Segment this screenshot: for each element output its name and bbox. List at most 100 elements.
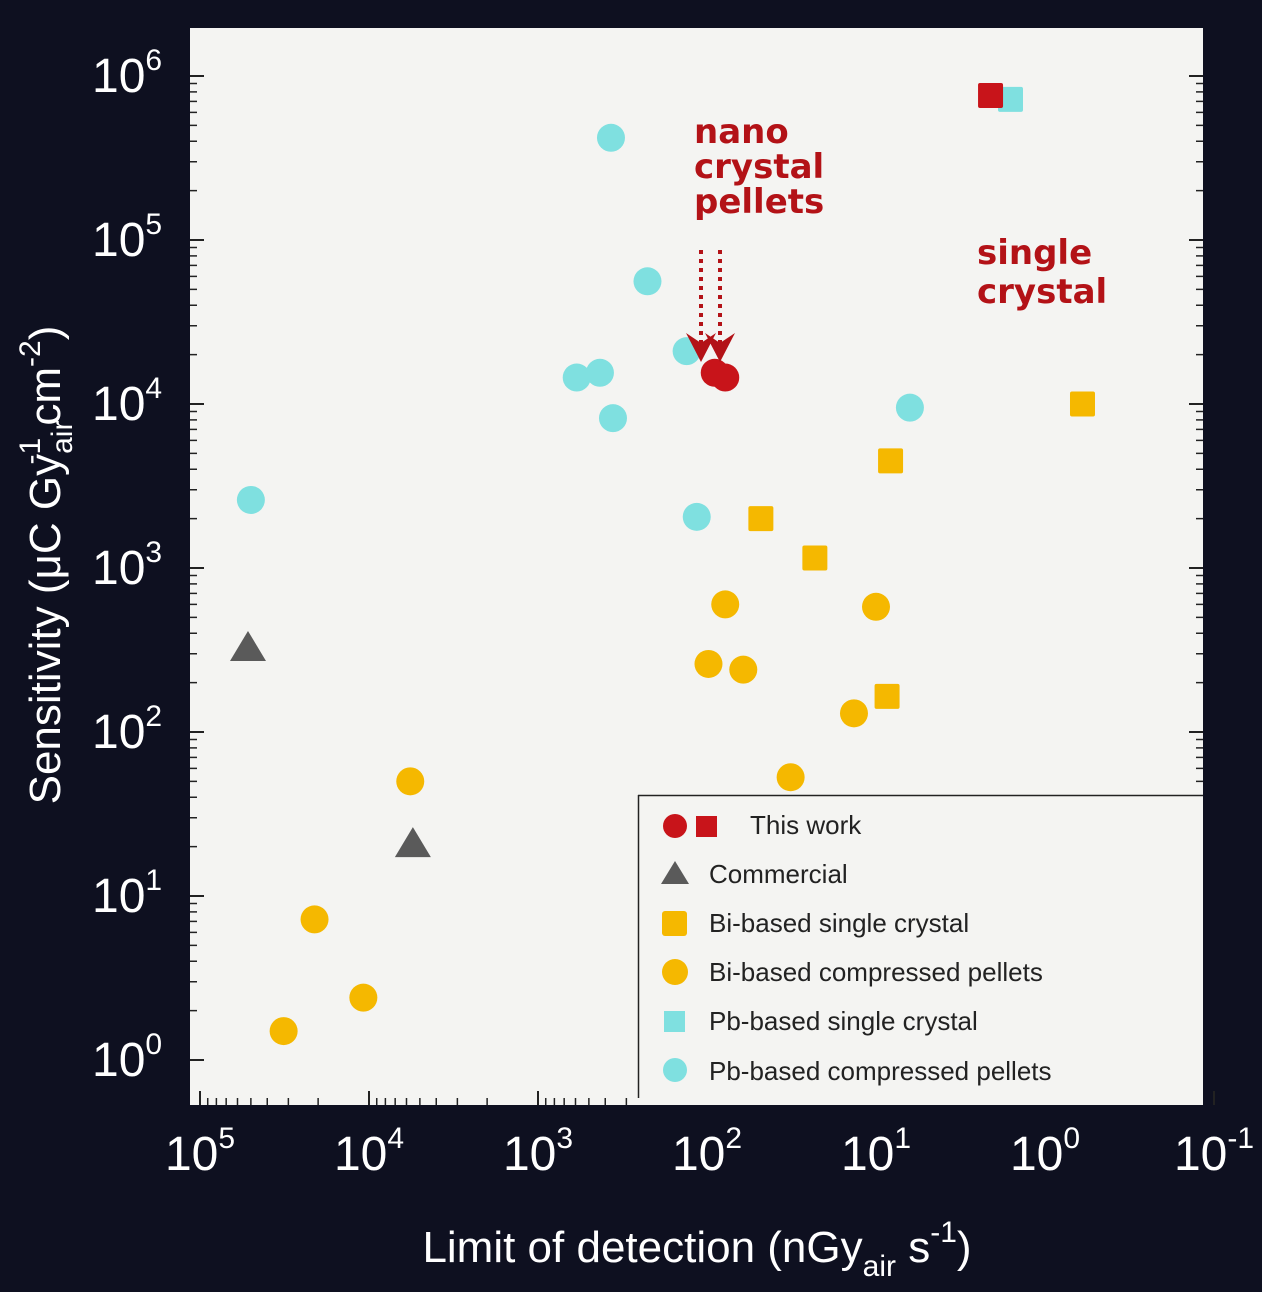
x-tick-label: 102 <box>672 1122 742 1181</box>
data-points <box>229 83 1095 1046</box>
x-tick-exponent: 3 <box>556 1122 573 1155</box>
legend-label-pb-single-crystal: Pb-based single crystal <box>709 1006 978 1036</box>
y-tick-label: 103 <box>92 536 162 595</box>
legend-symbol-pb-single-crystal <box>664 1011 685 1032</box>
y-tick-base: 10 <box>92 706 145 759</box>
data-point-bi-based-single-crystal <box>748 506 774 532</box>
legend-symbol-bi-single-crystal <box>662 911 687 936</box>
annotation-nano-line1: nano <box>694 112 789 152</box>
x-tick-exponent: 1 <box>894 1122 911 1155</box>
data-point-bi-based-compressed-pellets <box>839 699 868 728</box>
x-tick-base: 10 <box>841 1128 894 1181</box>
y-tick-base: 10 <box>92 214 145 267</box>
data-point-pb-based-compressed-pellets <box>236 485 265 514</box>
x-tick-label: 104 <box>334 1122 404 1181</box>
annotation-arrowhead-right <box>705 333 735 362</box>
y-tick-base: 10 <box>92 378 145 431</box>
x-tick-exponent: 5 <box>218 1122 235 1155</box>
annotation-nanocrystal: nano crystal pellets <box>686 112 824 362</box>
data-point-pb-based-compressed-pellets <box>682 502 711 531</box>
data-point-bi-based-compressed-pellets <box>300 905 329 934</box>
legend-box <box>638 795 1203 1105</box>
data-point-bi-based-compressed-pellets <box>729 655 758 684</box>
x-tick-base: 10 <box>165 1128 218 1181</box>
legend-symbol-this-work-square <box>696 816 717 837</box>
y-tick-base: 10 <box>92 50 145 103</box>
legend-symbol-bi-pellets <box>662 959 688 985</box>
axis-tick-labels: 105 104 103 102 101 100 10-1100101102103104105… <box>92 44 1254 1181</box>
legend-label-commercial: Commercial <box>709 859 848 889</box>
y-tick-base: 10 <box>92 1034 145 1087</box>
data-point-pb-based-compressed-pellets <box>585 358 614 387</box>
legend-symbol-pb-pellets <box>663 1058 687 1082</box>
x-axis-title: Limit of detection (nGyair s-1) <box>422 1216 971 1283</box>
legend-label-bi-single-crystal: Bi-based single crystal <box>709 908 969 938</box>
y-axis-title-mid: cm <box>21 367 70 438</box>
annotation-single-line2: crystal <box>977 272 1107 312</box>
y-tick-label: 106 <box>92 44 162 103</box>
x-tick-label: 101 <box>841 1122 911 1181</box>
data-point-bi-based-compressed-pellets <box>269 1017 298 1046</box>
y-tick-label: 101 <box>92 864 162 923</box>
y-tick-label: 100 <box>92 1028 162 1087</box>
y-axis-title-sup1: -1 <box>14 438 47 465</box>
y-axis-title: Sensitivity (μC Gyair-1 cm-2) <box>14 326 79 805</box>
y-tick-label: 105 <box>92 208 162 267</box>
x-tick-label: 103 <box>503 1122 573 1181</box>
data-point-bi-based-single-crystal <box>878 448 904 474</box>
x-tick-base: 10 <box>1010 1128 1063 1181</box>
data-point-pb-based-compressed-pellets <box>895 393 924 422</box>
y-axis-title-main: Sensitivity (μC Gy <box>21 454 70 805</box>
data-point-pb-based-compressed-pellets <box>596 123 625 152</box>
data-point-commercial <box>394 827 431 858</box>
data-point-pb-based-single-crystal <box>998 86 1024 112</box>
y-tick-exponent: 2 <box>145 700 162 733</box>
data-point-bi-based-compressed-pellets <box>862 592 890 621</box>
y-tick-base: 10 <box>92 870 145 923</box>
y-tick-label: 102 <box>92 700 162 759</box>
data-point-bi-based-compressed-pellets <box>349 983 378 1012</box>
annotation-single-line1: single <box>977 233 1092 273</box>
data-point-pb-based-compressed-pellets <box>598 404 627 433</box>
data-point-bi-based-single-crystal <box>1069 391 1095 417</box>
data-point-bi-based-single-crystal <box>874 683 900 709</box>
y-tick-exponent: 0 <box>145 1028 162 1061</box>
x-tick-base: 10 <box>503 1128 556 1181</box>
legend-label-this-work: This work <box>750 810 862 840</box>
data-point-bi-based-single-crystal <box>802 545 828 571</box>
x-axis-title-main: Limit of detection (nGy <box>422 1223 862 1272</box>
data-point-this-work <box>978 83 1004 109</box>
y-axis-title-sup2: -2 <box>14 340 47 367</box>
annotation-arrowhead-left <box>686 333 716 362</box>
y-axis-title-close: ) <box>21 326 70 341</box>
legend-label-pb-pellets: Pb-based compressed pellets <box>709 1056 1052 1086</box>
y-tick-exponent: 1 <box>145 864 162 897</box>
x-tick-label: 105 <box>165 1122 235 1181</box>
y-tick-exponent: 6 <box>145 44 162 77</box>
x-tick-label: 100 <box>1010 1122 1080 1181</box>
annotation-nano-line3: pellets <box>694 182 824 222</box>
x-tick-exponent: 0 <box>1063 1122 1080 1155</box>
y-tick-label: 104 <box>92 372 162 431</box>
data-point-pb-based-compressed-pellets <box>633 267 662 296</box>
x-tick-base: 10 <box>334 1128 387 1181</box>
x-axis-title-sup: -1 <box>930 1216 957 1249</box>
data-point-this-work <box>711 363 740 392</box>
y-tick-base: 10 <box>92 542 145 595</box>
x-tick-exponent: -1 <box>1227 1122 1254 1155</box>
x-tick-label: 10-1 <box>1174 1122 1254 1181</box>
y-tick-exponent: 3 <box>145 536 162 569</box>
annotation-nano-line2: crystal <box>694 147 824 187</box>
legend-symbol-this-work-circle <box>663 814 687 838</box>
y-axis-title-sub: air <box>46 421 79 454</box>
data-point-pb-based-compressed-pellets <box>562 363 591 392</box>
x-tick-exponent: 2 <box>725 1122 742 1155</box>
legend-label-bi-pellets: Bi-based compressed pellets <box>709 957 1043 987</box>
annotation-single-crystal: single crystal <box>977 233 1107 312</box>
data-point-bi-based-compressed-pellets <box>711 590 740 619</box>
data-point-commercial <box>229 630 266 661</box>
y-tick-exponent: 4 <box>145 372 162 405</box>
x-axis-title-sub: air <box>863 1250 896 1283</box>
x-axis-title-after: s <box>896 1223 930 1272</box>
